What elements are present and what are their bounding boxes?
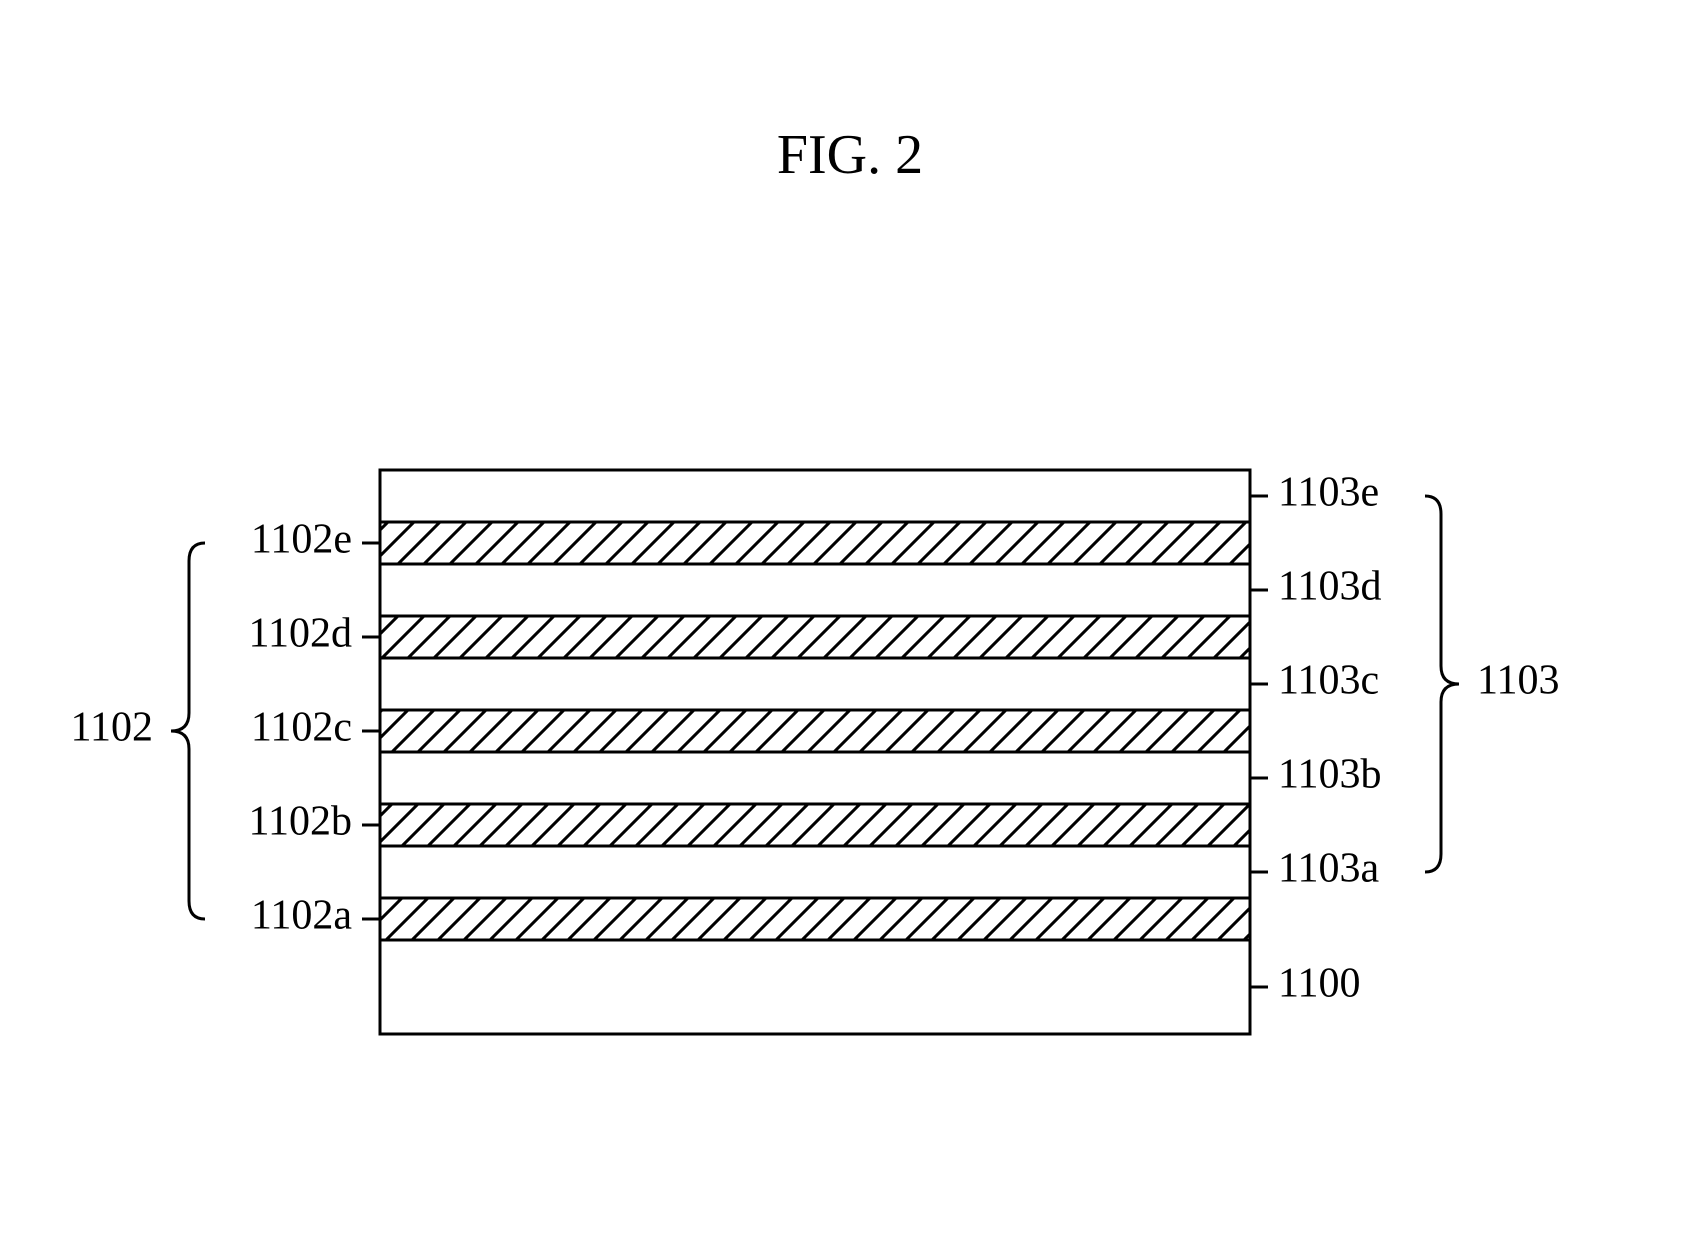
plain-layer (380, 846, 1250, 898)
hatched-layer (380, 898, 1250, 940)
layer-label-1103b: 1103b (1278, 752, 1381, 798)
layer-label-1102c: 1102c (251, 705, 352, 751)
plain-layer (380, 470, 1250, 522)
group-label-1103: 1103 (1477, 658, 1559, 704)
figure-title: FIG. 2 (777, 124, 923, 186)
group-label-1102: 1102 (71, 705, 153, 751)
layer-label-1100: 1100 (1278, 961, 1360, 1007)
layer-label-1103a: 1103a (1278, 846, 1379, 892)
brace-right (1425, 496, 1459, 872)
hatched-layer (380, 710, 1250, 752)
layer-label-1103c: 1103c (1278, 658, 1379, 704)
plain-layer (380, 752, 1250, 804)
plain-layer (380, 658, 1250, 710)
figure-2-diagram: FIG. 2 1102e 1102d 1102c 1102b 1102a 1102 1103e… (0, 0, 1700, 1242)
plain-layer (380, 564, 1250, 616)
substrate-layer (380, 940, 1250, 1034)
layer-label-1103d: 1103d (1278, 564, 1381, 610)
layer-label-1102d: 1102d (249, 611, 352, 657)
layer-label-1102a: 1102a (251, 893, 352, 939)
hatched-layer (380, 522, 1250, 564)
layer-label-1102b: 1102b (249, 799, 352, 845)
layer-label-1103e: 1103e (1278, 470, 1379, 516)
hatched-layer (380, 616, 1250, 658)
layer-label-1102e: 1102e (251, 517, 352, 563)
brace-left (171, 543, 205, 919)
hatched-layer (380, 804, 1250, 846)
